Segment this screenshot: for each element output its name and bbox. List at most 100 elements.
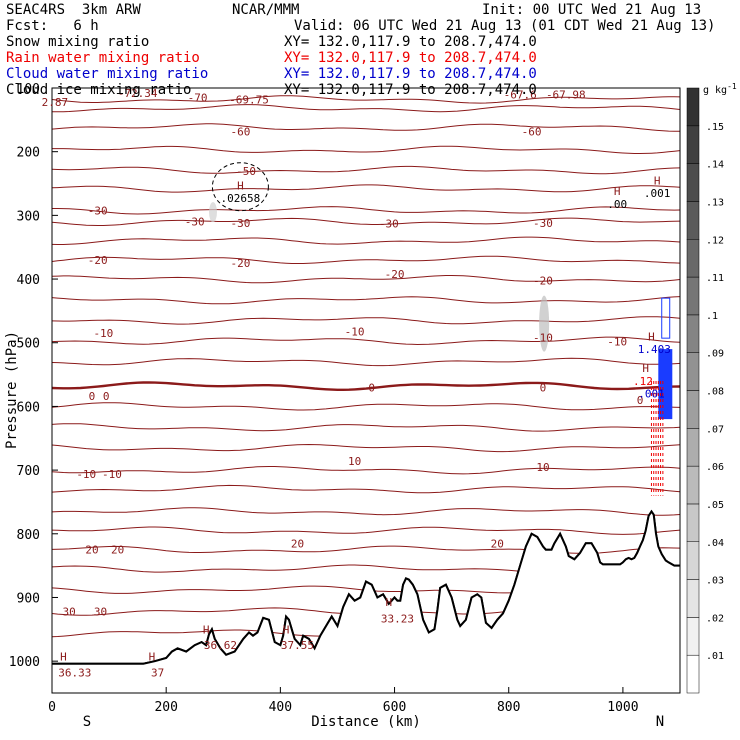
isotherm-line: [51, 443, 681, 453]
colorbar-unit-exponent: -1: [727, 82, 737, 91]
mixing-ratio-label: .001: [638, 388, 665, 401]
high-marker: H: [642, 362, 649, 375]
model-label: SEAC4RS 3km ARW: [6, 2, 141, 18]
isotherm-line: [52, 206, 681, 215]
colorbar-unit: g kg: [703, 85, 727, 96]
x-tick-label: 600: [383, 700, 406, 715]
colorbar-tick-label: .05: [706, 500, 724, 511]
colorbar-swatch: [686, 465, 700, 505]
field-xy-snow: XY= 132.0,117.9 to 208.7,474.0: [284, 34, 537, 50]
colorbar-swatch: [686, 428, 700, 467]
colorbar-swatch: [686, 314, 700, 353]
y-tick-label: 700: [17, 464, 40, 479]
isotherm-label: 20: [291, 537, 304, 550]
isotherm-label: -20: [230, 257, 250, 270]
isotherm-line: [51, 217, 681, 226]
colorbar-swatch: [686, 87, 700, 127]
colorbar-swatch: [686, 125, 700, 164]
ice-shading: [539, 295, 550, 352]
isotherm-label: 2.87: [42, 96, 69, 109]
high-marker: H: [203, 623, 210, 636]
high-marker: H: [648, 330, 655, 343]
isotherm-line: [51, 255, 681, 264]
isotherm-line: [51, 336, 681, 346]
field-label-rain: Rain water mixing ratio: [6, 50, 200, 66]
isotherm-label: 20: [85, 544, 98, 557]
isotherm-line: [51, 357, 681, 367]
colorbar-swatch: [686, 239, 700, 278]
valid-time-label: Valid: 06 UTC Wed 21 Aug 13 (01 CDT Wed …: [294, 18, 716, 34]
isotherm-line: [51, 381, 681, 391]
isotherm-label: -30: [185, 216, 205, 229]
x-tick-label: 800: [497, 700, 520, 715]
cloud-water-shading: [658, 349, 673, 420]
high-marker: H: [614, 185, 621, 198]
colorbar-unit-label: g kg-1: [703, 82, 737, 96]
colorbar-swatch: [686, 276, 700, 316]
isotherm-label: 0: [89, 390, 96, 403]
colorbar-tick-label: .08: [706, 387, 724, 398]
field-xy-cloud-water: XY= 132.0,117.9 to 208.7,474.0: [284, 66, 537, 82]
mixing-ratio-label: .00: [607, 198, 627, 211]
y-tick-label: 900: [17, 591, 40, 606]
isotherm-line: [51, 466, 681, 475]
isotherm-label: 20: [111, 544, 124, 557]
mixing-ratio-label: .12: [633, 375, 653, 388]
below-ground-mask: [52, 511, 680, 693]
isotherm-line: [51, 316, 681, 325]
plot-frame: [51, 87, 681, 694]
x-tick-label: 400: [269, 700, 292, 715]
isotherm-label: 10: [536, 461, 549, 474]
isotherm-line: [51, 507, 681, 516]
high-marker: H: [654, 174, 661, 187]
org-label: NCAR/MMM: [232, 2, 300, 18]
snow-contour: [211, 162, 269, 212]
colorbar-swatch: [686, 579, 700, 618]
north-label: N: [656, 714, 664, 730]
x-tick-label: 0: [48, 700, 56, 715]
colorbar-swatch: [686, 503, 700, 542]
colorbar-tick-label: .04: [706, 538, 724, 549]
mixing-ratio-label: 1.403: [638, 343, 671, 356]
high-marker: H: [149, 651, 156, 664]
isotherm-label: -67.6: [504, 88, 537, 101]
y-axis-label: Pressure (hPa): [4, 331, 20, 449]
isotherm-label: 36.33: [58, 667, 91, 680]
isotherm-label: -30: [88, 204, 108, 217]
cloud-water-contour: [661, 297, 671, 339]
y-tick-label: 800: [17, 528, 40, 543]
isotherm-line: [51, 95, 681, 104]
colorbar-tick-label: .11: [706, 273, 724, 284]
forecast-hour-label: Fcst: 6 h: [6, 18, 99, 34]
isotherm-line: [51, 275, 681, 284]
isotherm-label: -60: [522, 125, 542, 138]
isotherm-label: -10: [345, 325, 365, 338]
isotherm-label: 37.55: [281, 639, 314, 652]
colorbar-tick-label: .03: [706, 576, 724, 587]
x-tick-label: 200: [154, 700, 177, 715]
field-xy-cloud-ice: XY= 132.0,117.9 to 208.7,474.0: [284, 82, 537, 98]
high-marker: H: [386, 596, 393, 609]
isotherm-label: 0: [637, 394, 644, 407]
isotherm-label: -10: [533, 332, 553, 345]
high-marker: H: [283, 623, 290, 636]
colorbar-swatch: [686, 541, 700, 580]
isotherm-line: [52, 104, 681, 113]
isotherm-label: 36.62: [204, 639, 237, 652]
isotherm-label: -50: [236, 165, 256, 178]
isotherm-label: -30: [379, 218, 399, 231]
isotherm-label: -20: [533, 274, 553, 287]
isotherm-label: -69.75: [229, 93, 269, 106]
field-label-cloud-water: Cloud water mixing ratio: [6, 66, 209, 82]
colorbar-tick-label: .01: [706, 651, 724, 662]
x-tick-label: 1000: [607, 700, 638, 715]
y-tick-label: 500: [17, 337, 40, 352]
isotherm-label: -60: [230, 125, 250, 138]
field-label-snow: Snow mixing ratio: [6, 34, 150, 50]
isotherm-label: 0: [368, 381, 375, 394]
isotherm-line: [51, 236, 681, 245]
colorbar-swatch: [686, 201, 700, 240]
isotherm-line: [51, 526, 681, 535]
isotherm-line: [51, 296, 681, 305]
